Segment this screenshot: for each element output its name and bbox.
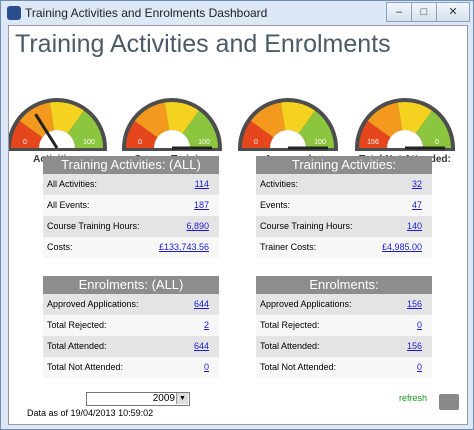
row-value-link[interactable]: 187: [193, 200, 209, 210]
panel-row: Events: 47: [256, 195, 432, 216]
minimize-button[interactable]: –: [386, 2, 412, 22]
gauge-max-label: 100: [198, 139, 210, 146]
gauge-band: [134, 102, 170, 138]
row-value-link[interactable]: 156: [406, 299, 422, 309]
gauge-band: [359, 120, 391, 148]
panel-row: Total Not Attended: 0: [43, 357, 219, 378]
row-label: Total Rejected:: [260, 320, 320, 330]
gauge-hub: [270, 130, 306, 148]
panel: Training Activities: Activities: 32 Events:…: [256, 156, 432, 258]
year-dropdown-button[interactable]: ▼: [176, 393, 188, 404]
row-value-link[interactable]: 0: [203, 362, 209, 372]
panel-row: Activities: 32: [256, 174, 432, 195]
row-value-link[interactable]: 156: [406, 341, 422, 351]
gauge-band: [11, 120, 43, 148]
page-title: Training Activities and Enrolments: [15, 30, 391, 58]
gauge-max-label: 100: [314, 139, 326, 146]
panel-row: All Events: 187: [43, 195, 219, 216]
row-label: Course Training Hours:: [260, 221, 353, 231]
gauge-band: [164, 102, 200, 134]
gauge-max-label: 100: [83, 139, 95, 146]
gauge-min-label: 0: [23, 139, 27, 146]
row-value-link[interactable]: 114: [194, 179, 209, 189]
panel-row: Total Rejected: 2: [43, 315, 219, 336]
panel-row: Total Rejected: 0: [256, 315, 432, 336]
panel-row: Approved Applications: 156: [256, 294, 432, 315]
gauge-band: [250, 102, 286, 138]
panel-row: Course Training Hours: 140: [256, 216, 432, 237]
row-value-link[interactable]: 0: [416, 362, 422, 372]
panel-row: Total Not Attended: 0: [256, 357, 432, 378]
gauge-band: [49, 102, 85, 134]
row-label: Total Not Attended:: [47, 362, 124, 372]
row-value-link[interactable]: £4,985.00: [381, 242, 422, 252]
row-value-link[interactable]: 644: [193, 341, 209, 351]
panel: Enrolments: Approved Applications: 156 Tota…: [256, 276, 432, 378]
panel-title: Enrolments:: [256, 276, 432, 294]
gauge-needle: [34, 113, 59, 149]
refresh-link[interactable]: refresh: [399, 393, 428, 403]
content: Training Activities and Enrolments 0 100 0…: [8, 25, 468, 425]
title-bar: Training Activities and Enrolments Dashb…: [1, 1, 473, 25]
gauge-max-label: 0: [435, 139, 439, 146]
gauge-hub: [387, 130, 423, 148]
panel-title: Enrolments: (ALL): [43, 276, 219, 294]
panel-title: Training Activities: (ALL): [43, 156, 219, 174]
gauge-band: [367, 102, 403, 138]
row-label: All Events:: [47, 200, 90, 210]
gauge-hub: [154, 130, 190, 148]
row-label: Activities:: [260, 179, 299, 189]
row-label: Total Rejected:: [47, 320, 107, 330]
gauge-band: [397, 102, 433, 134]
gauge-min-label: 156: [367, 139, 379, 146]
panel-row: Approved Applications: 644: [43, 294, 219, 315]
app-icon: [7, 6, 21, 20]
row-label: Total Attended:: [47, 341, 107, 351]
row-label: Course Training Hours:: [47, 221, 140, 231]
gauge-min-label: 0: [138, 139, 142, 146]
panel: Enrolments: (ALL) Approved Applications: 6…: [43, 276, 219, 378]
window-title: Training Activities and Enrolments Dashb…: [25, 6, 268, 20]
year-select[interactable]: 2009: [86, 392, 190, 406]
row-label: Approved Applications:: [260, 299, 352, 309]
close-button[interactable]: ✕: [436, 2, 470, 22]
gauge-min-label: 0: [254, 139, 258, 146]
print-icon[interactable]: [439, 394, 459, 410]
gauge-band: [182, 110, 218, 148]
data-as-of: Data as of 19/04/2013 10:59:02: [27, 408, 154, 418]
panel-row: Costs: £133,743.56: [43, 237, 219, 258]
gauges: 0 100 0 100 0 100 156 0: [9, 98, 455, 151]
row-value-link[interactable]: 2: [203, 320, 209, 330]
panel-row: All Activities: 114: [43, 174, 219, 195]
gauge-base: [9, 148, 107, 151]
row-value-link[interactable]: 644: [193, 299, 209, 309]
gauge-band: [126, 120, 158, 148]
row-label: Approved Applications:: [47, 299, 139, 309]
row-label: Total Not Attended:: [260, 362, 337, 372]
row-value-link[interactable]: 0: [416, 320, 422, 330]
gauge-band: [415, 110, 451, 148]
row-label: Events:: [260, 200, 291, 210]
row-value-link[interactable]: 140: [406, 221, 422, 231]
row-value-link[interactable]: 32: [411, 179, 422, 189]
gauge-band: [298, 110, 334, 148]
row-value-link[interactable]: 47: [411, 200, 422, 210]
panel-row: Total Attended: 644: [43, 336, 219, 357]
row-label: All Activities:: [47, 179, 98, 189]
gauge-band: [67, 110, 103, 148]
panel-row: Trainer Costs: £4,985.00: [256, 237, 432, 258]
panel: Training Activities: (ALL) All Activities…: [43, 156, 219, 258]
row-value-link[interactable]: £133,743.56: [158, 242, 209, 252]
panel-title: Training Activities:: [256, 156, 432, 174]
gauge-band: [242, 120, 274, 148]
panel-row: Total Attended: 156: [256, 336, 432, 357]
row-label: Trainer Costs:: [260, 242, 317, 252]
gauge-band: [280, 102, 316, 134]
panel-row: Course Training Hours: 6,890: [43, 216, 219, 237]
row-label: Costs:: [47, 242, 73, 252]
row-value-link[interactable]: 6,890: [186, 221, 209, 231]
row-label: Total Attended:: [260, 341, 320, 351]
maximize-button[interactable]: □: [411, 2, 437, 22]
